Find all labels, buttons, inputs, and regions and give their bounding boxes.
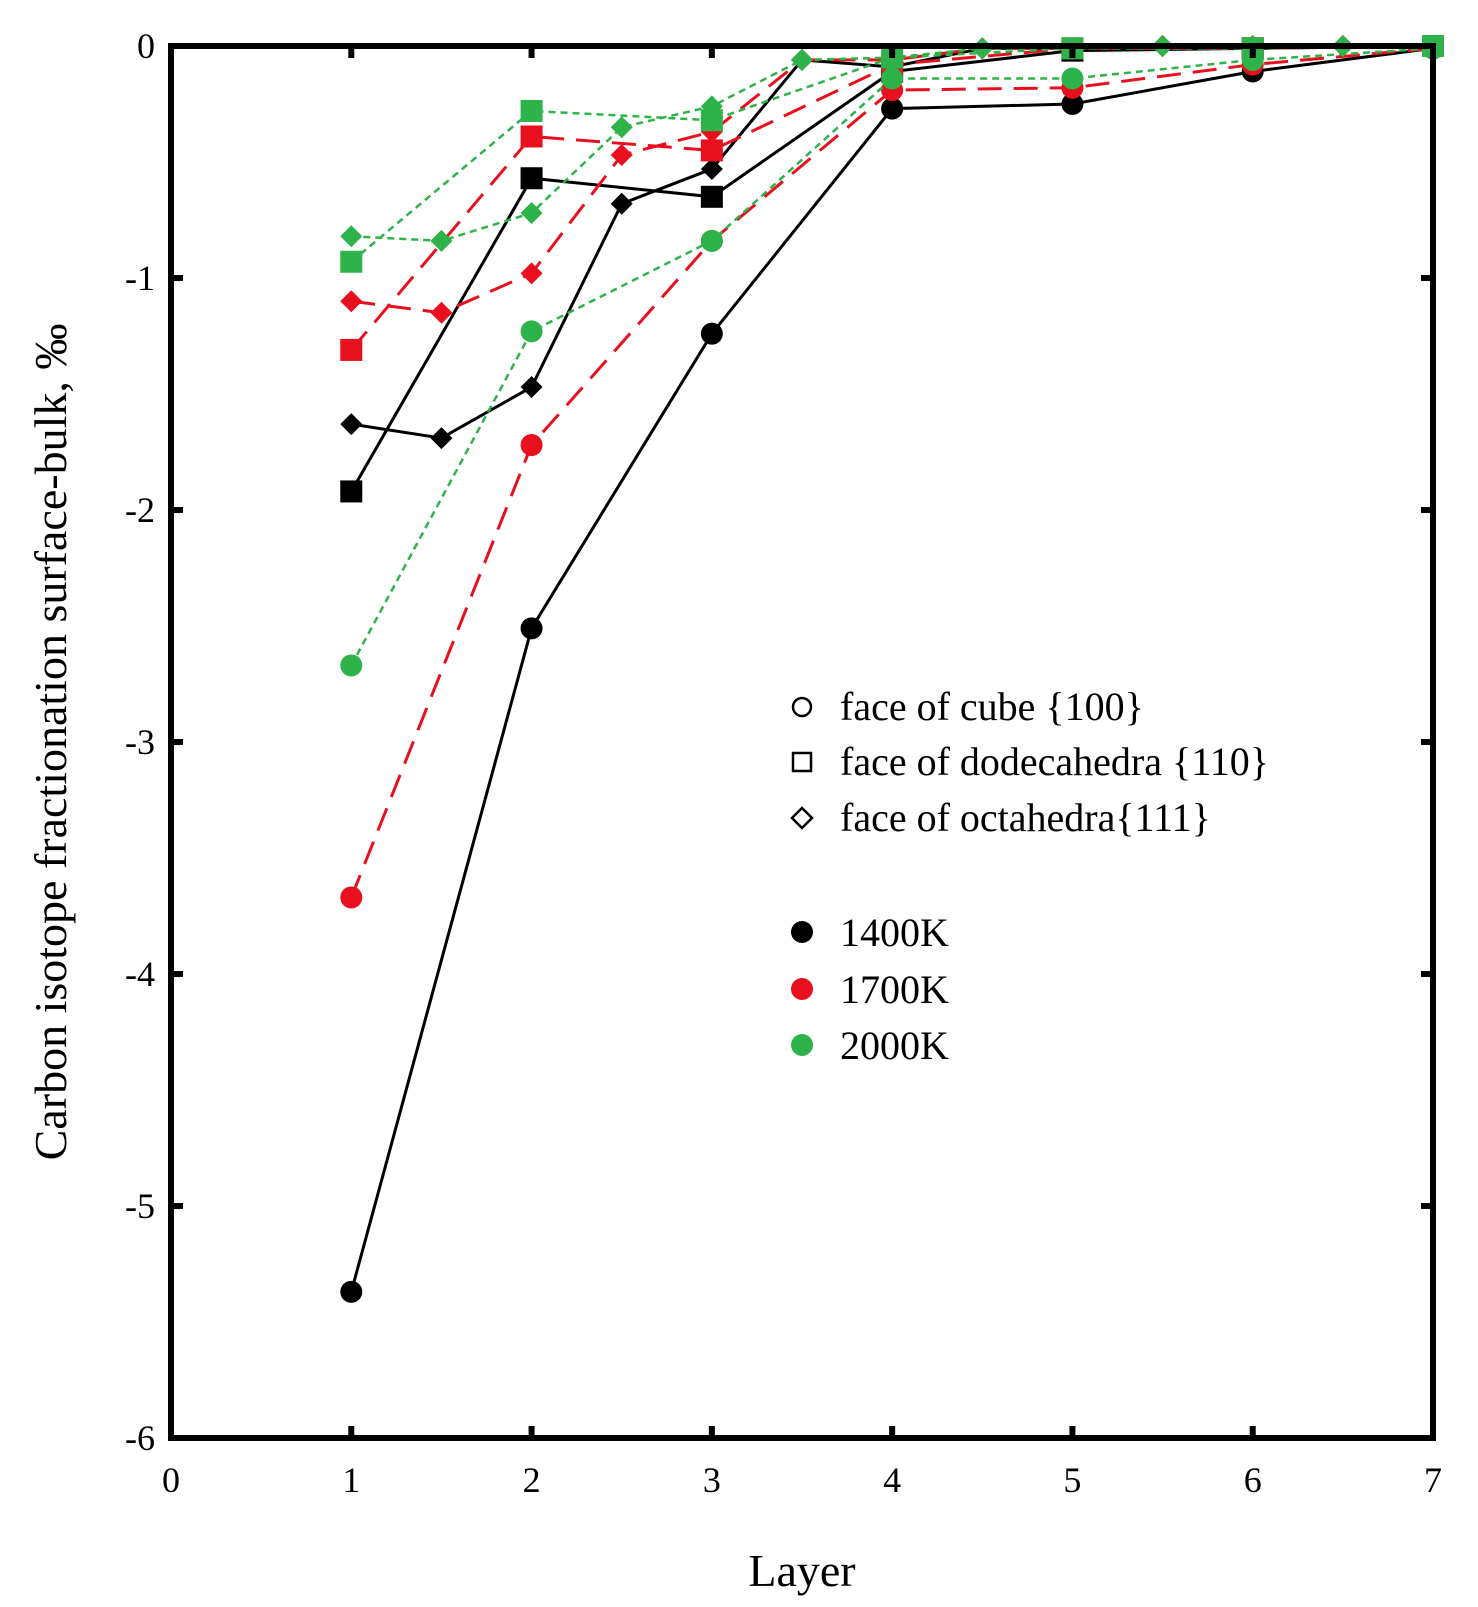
data-point-1700k-diamond <box>340 290 363 313</box>
y-tick-labels: 0 -1 -2 -3 -4 -5 -6 <box>125 26 155 1458</box>
tick-marks <box>168 43 1436 1441</box>
data-point-1400k-diamond <box>700 157 723 180</box>
data-point-1700k-diamond <box>610 144 633 167</box>
series-line-2000k-circle <box>350 47 1434 667</box>
data-point-1400k-diamond <box>520 376 543 399</box>
legend-label-octahedra: face of octahedra{111} <box>840 795 1211 840</box>
data-point-1700k-diamond <box>520 262 543 285</box>
data-point-2000k-diamond <box>520 202 543 225</box>
legend-label-2000k: 2000K <box>840 1023 949 1068</box>
series-line-1400k-circle <box>349 46 1434 1293</box>
series-layer <box>340 35 1444 1303</box>
data-point-1400k-circle <box>700 322 723 345</box>
legend-circle-marker-icon <box>791 696 813 718</box>
legend-1700k-dot-icon <box>791 978 813 1000</box>
data-point-2000k-diamond <box>340 225 363 248</box>
data-point-1400k-diamond <box>340 413 363 436</box>
data-point-2000k-diamond <box>791 48 813 71</box>
data-point-1700k-square <box>520 125 543 148</box>
data-point-2000k-circle <box>340 654 363 677</box>
data-point-1400k-diamond <box>430 427 453 450</box>
legend-1400k-dot-icon <box>791 921 813 943</box>
legend: face of cube {100} face of dodecahedra {… <box>790 684 1269 1068</box>
y-tick-label: -6 <box>125 1418 155 1458</box>
data-point-1700k-diamond <box>430 301 453 324</box>
data-point-2000k-square <box>340 250 363 273</box>
data-point-1700k-square <box>340 338 363 361</box>
x-tick-label: 5 <box>1063 1460 1081 1500</box>
data-point-1400k-diamond <box>610 192 633 215</box>
data-point-1400k-square <box>700 185 723 208</box>
legend-label-1400k: 1400K <box>840 910 949 955</box>
x-tick-label: 3 <box>703 1460 721 1500</box>
y-tick-label: -4 <box>125 954 155 994</box>
legend-square-marker-icon <box>791 751 813 773</box>
x-tick-label: 7 <box>1424 1460 1442 1500</box>
data-point-2000k-diamond <box>430 229 453 252</box>
data-point-2000k-diamond <box>700 95 723 118</box>
data-point-1700k-circle <box>520 434 543 457</box>
x-tick-label: 4 <box>883 1460 901 1500</box>
legend-diamond-marker-icon <box>790 806 814 830</box>
data-point-2000k-circle <box>881 67 904 90</box>
data-point-1400k-square <box>520 167 543 190</box>
x-tick-label: 6 <box>1244 1460 1262 1500</box>
legend-2000k-dot-icon <box>791 1034 813 1056</box>
data-point-2000k-square <box>700 109 723 132</box>
data-point-2000k-circle <box>700 229 723 252</box>
data-point-2000k-square <box>520 99 543 122</box>
legend-label-cube: face of cube {100} <box>840 684 1144 729</box>
y-tick-label: -1 <box>125 258 155 298</box>
legend-label-1700k: 1700K <box>840 967 949 1012</box>
y-tick-label: -3 <box>125 722 155 762</box>
data-point-1400k-circle <box>881 97 904 120</box>
x-axis-title: Layer <box>748 1545 855 1596</box>
data-point-2000k-diamond <box>610 116 633 139</box>
data-point-1400k-circle <box>1061 93 1084 115</box>
x-tick-label: 2 <box>523 1460 541 1500</box>
legend-label-dodecahedra: face of dodecahedra {110} <box>840 739 1269 784</box>
data-point-1700k-circle <box>340 886 363 909</box>
y-tick-label: -5 <box>125 1186 155 1226</box>
data-point-1700k-square <box>700 139 723 162</box>
y-tick-label: -2 <box>125 490 155 530</box>
x-tick-labels: 0 1 2 3 4 5 6 7 <box>162 1460 1442 1500</box>
data-point-2000k-circle <box>520 320 543 343</box>
x-tick-label: 1 <box>342 1460 360 1500</box>
y-tick-label: 0 <box>137 26 155 66</box>
data-point-1400k-circle <box>520 617 543 640</box>
data-point-2000k-circle <box>1061 67 1084 90</box>
data-point-1400k-circle <box>340 1280 363 1303</box>
x-tick-label: 0 <box>162 1460 180 1500</box>
y-axis-title: Carbon isotope fractionation surface-bul… <box>25 324 76 1161</box>
data-point-1400k-square <box>340 480 363 503</box>
